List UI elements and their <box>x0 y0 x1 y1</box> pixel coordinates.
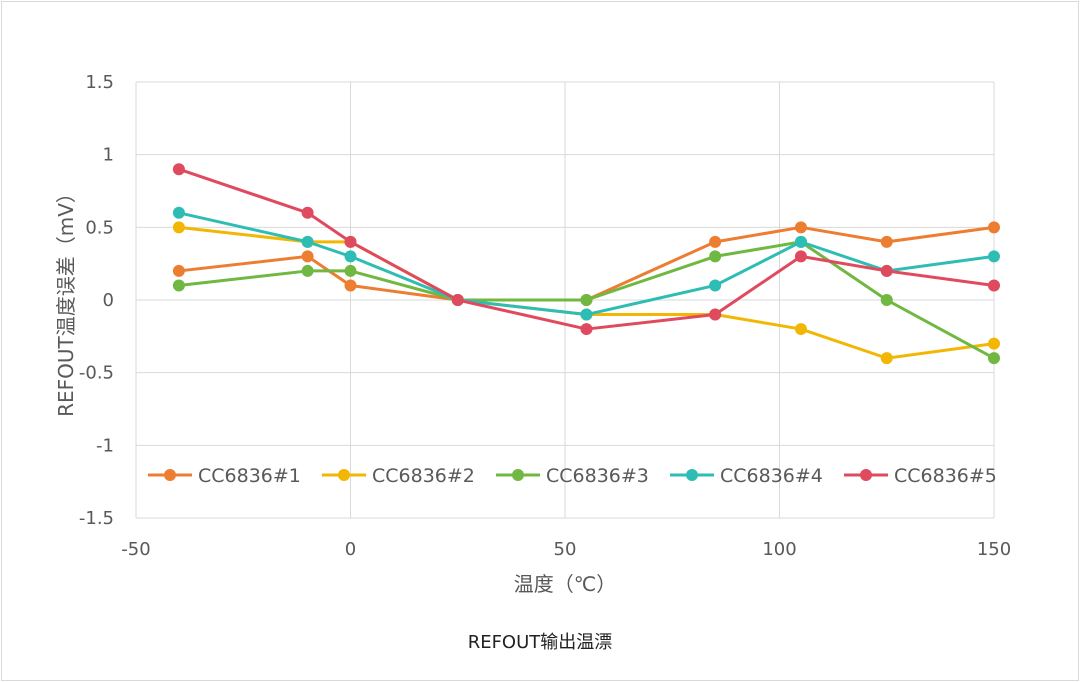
y-tick-label: -1 <box>96 435 114 456</box>
legend-item: CC6836#1 <box>148 465 301 487</box>
data-point <box>451 294 464 306</box>
legend-label: CC6836#1 <box>198 465 301 487</box>
x-tick-label: 50 <box>554 539 577 560</box>
legend-label: CC6836#3 <box>546 465 649 487</box>
data-point <box>794 235 807 248</box>
data-point <box>988 250 1000 263</box>
x-tick-label: 100 <box>762 539 796 560</box>
y-axis-title: REFOUT温度误差（mV） <box>54 183 78 417</box>
data-point <box>580 294 593 306</box>
data-point <box>301 206 314 219</box>
legend-marker <box>512 469 524 481</box>
legend-marker <box>338 469 350 481</box>
data-point <box>880 264 893 277</box>
data-point <box>172 264 185 277</box>
legend-marker <box>686 469 698 481</box>
legend-marker <box>164 469 176 481</box>
legend-label: CC6836#5 <box>894 465 997 487</box>
data-point <box>172 221 185 234</box>
data-point <box>880 235 893 248</box>
data-point <box>709 235 722 248</box>
data-point <box>172 206 185 219</box>
legend-item: CC6836#5 <box>844 465 997 487</box>
data-point <box>301 235 314 248</box>
series-4 <box>172 206 1000 321</box>
data-point <box>344 235 357 248</box>
data-point <box>172 279 185 292</box>
y-tick-label: -1.5 <box>79 508 114 529</box>
series-group <box>172 163 1000 365</box>
x-axis-title: 温度（℃） <box>514 572 616 596</box>
legend: CC6836#1 CC6836#2 CC6836#3 CC6836#4 CC6836#5 <box>148 465 997 487</box>
y-tick-label: 0.5 <box>85 217 114 238</box>
data-point <box>880 352 893 365</box>
data-point <box>794 250 807 263</box>
data-point <box>988 352 1000 365</box>
data-point <box>794 221 807 234</box>
legend-label: CC6836#4 <box>720 465 823 487</box>
data-point <box>709 308 722 321</box>
data-point <box>301 264 314 277</box>
data-point <box>344 250 357 263</box>
data-point <box>988 221 1000 234</box>
legend-label: CC6836#2 <box>372 465 475 487</box>
y-tick-label: 1 <box>103 145 114 166</box>
data-point <box>172 163 185 176</box>
data-point <box>301 250 314 263</box>
legend-item: CC6836#4 <box>670 465 823 487</box>
x-tick-label: 150 <box>977 539 1011 560</box>
y-tick-label: 1.5 <box>85 72 114 93</box>
series-5 <box>172 163 1000 336</box>
legend-item: CC6836#2 <box>322 465 475 487</box>
data-point <box>794 323 807 336</box>
data-point <box>580 323 593 336</box>
data-point <box>344 264 357 277</box>
data-point <box>709 279 722 292</box>
series-line <box>178 225 995 360</box>
data-point <box>344 279 357 292</box>
x-axis-ticks: -50 0 50 100 150 <box>121 539 1011 560</box>
data-point <box>988 279 1000 292</box>
data-point <box>709 250 722 263</box>
x-tick-label: 0 <box>345 539 356 560</box>
data-point <box>880 294 893 306</box>
legend-item: CC6836#3 <box>496 465 649 487</box>
legend-marker <box>860 469 872 481</box>
y-tick-label: -0.5 <box>79 363 114 384</box>
y-tick-label: 0 <box>103 290 114 311</box>
y-axis-ticks: 1.5 1 0.5 0 -0.5 -1 -1.5 <box>79 72 114 529</box>
chart-caption: REFOUT输出温漂 <box>467 632 613 653</box>
data-point <box>988 337 1000 350</box>
data-point <box>580 308 593 321</box>
x-tick-label: -50 <box>121 539 150 560</box>
